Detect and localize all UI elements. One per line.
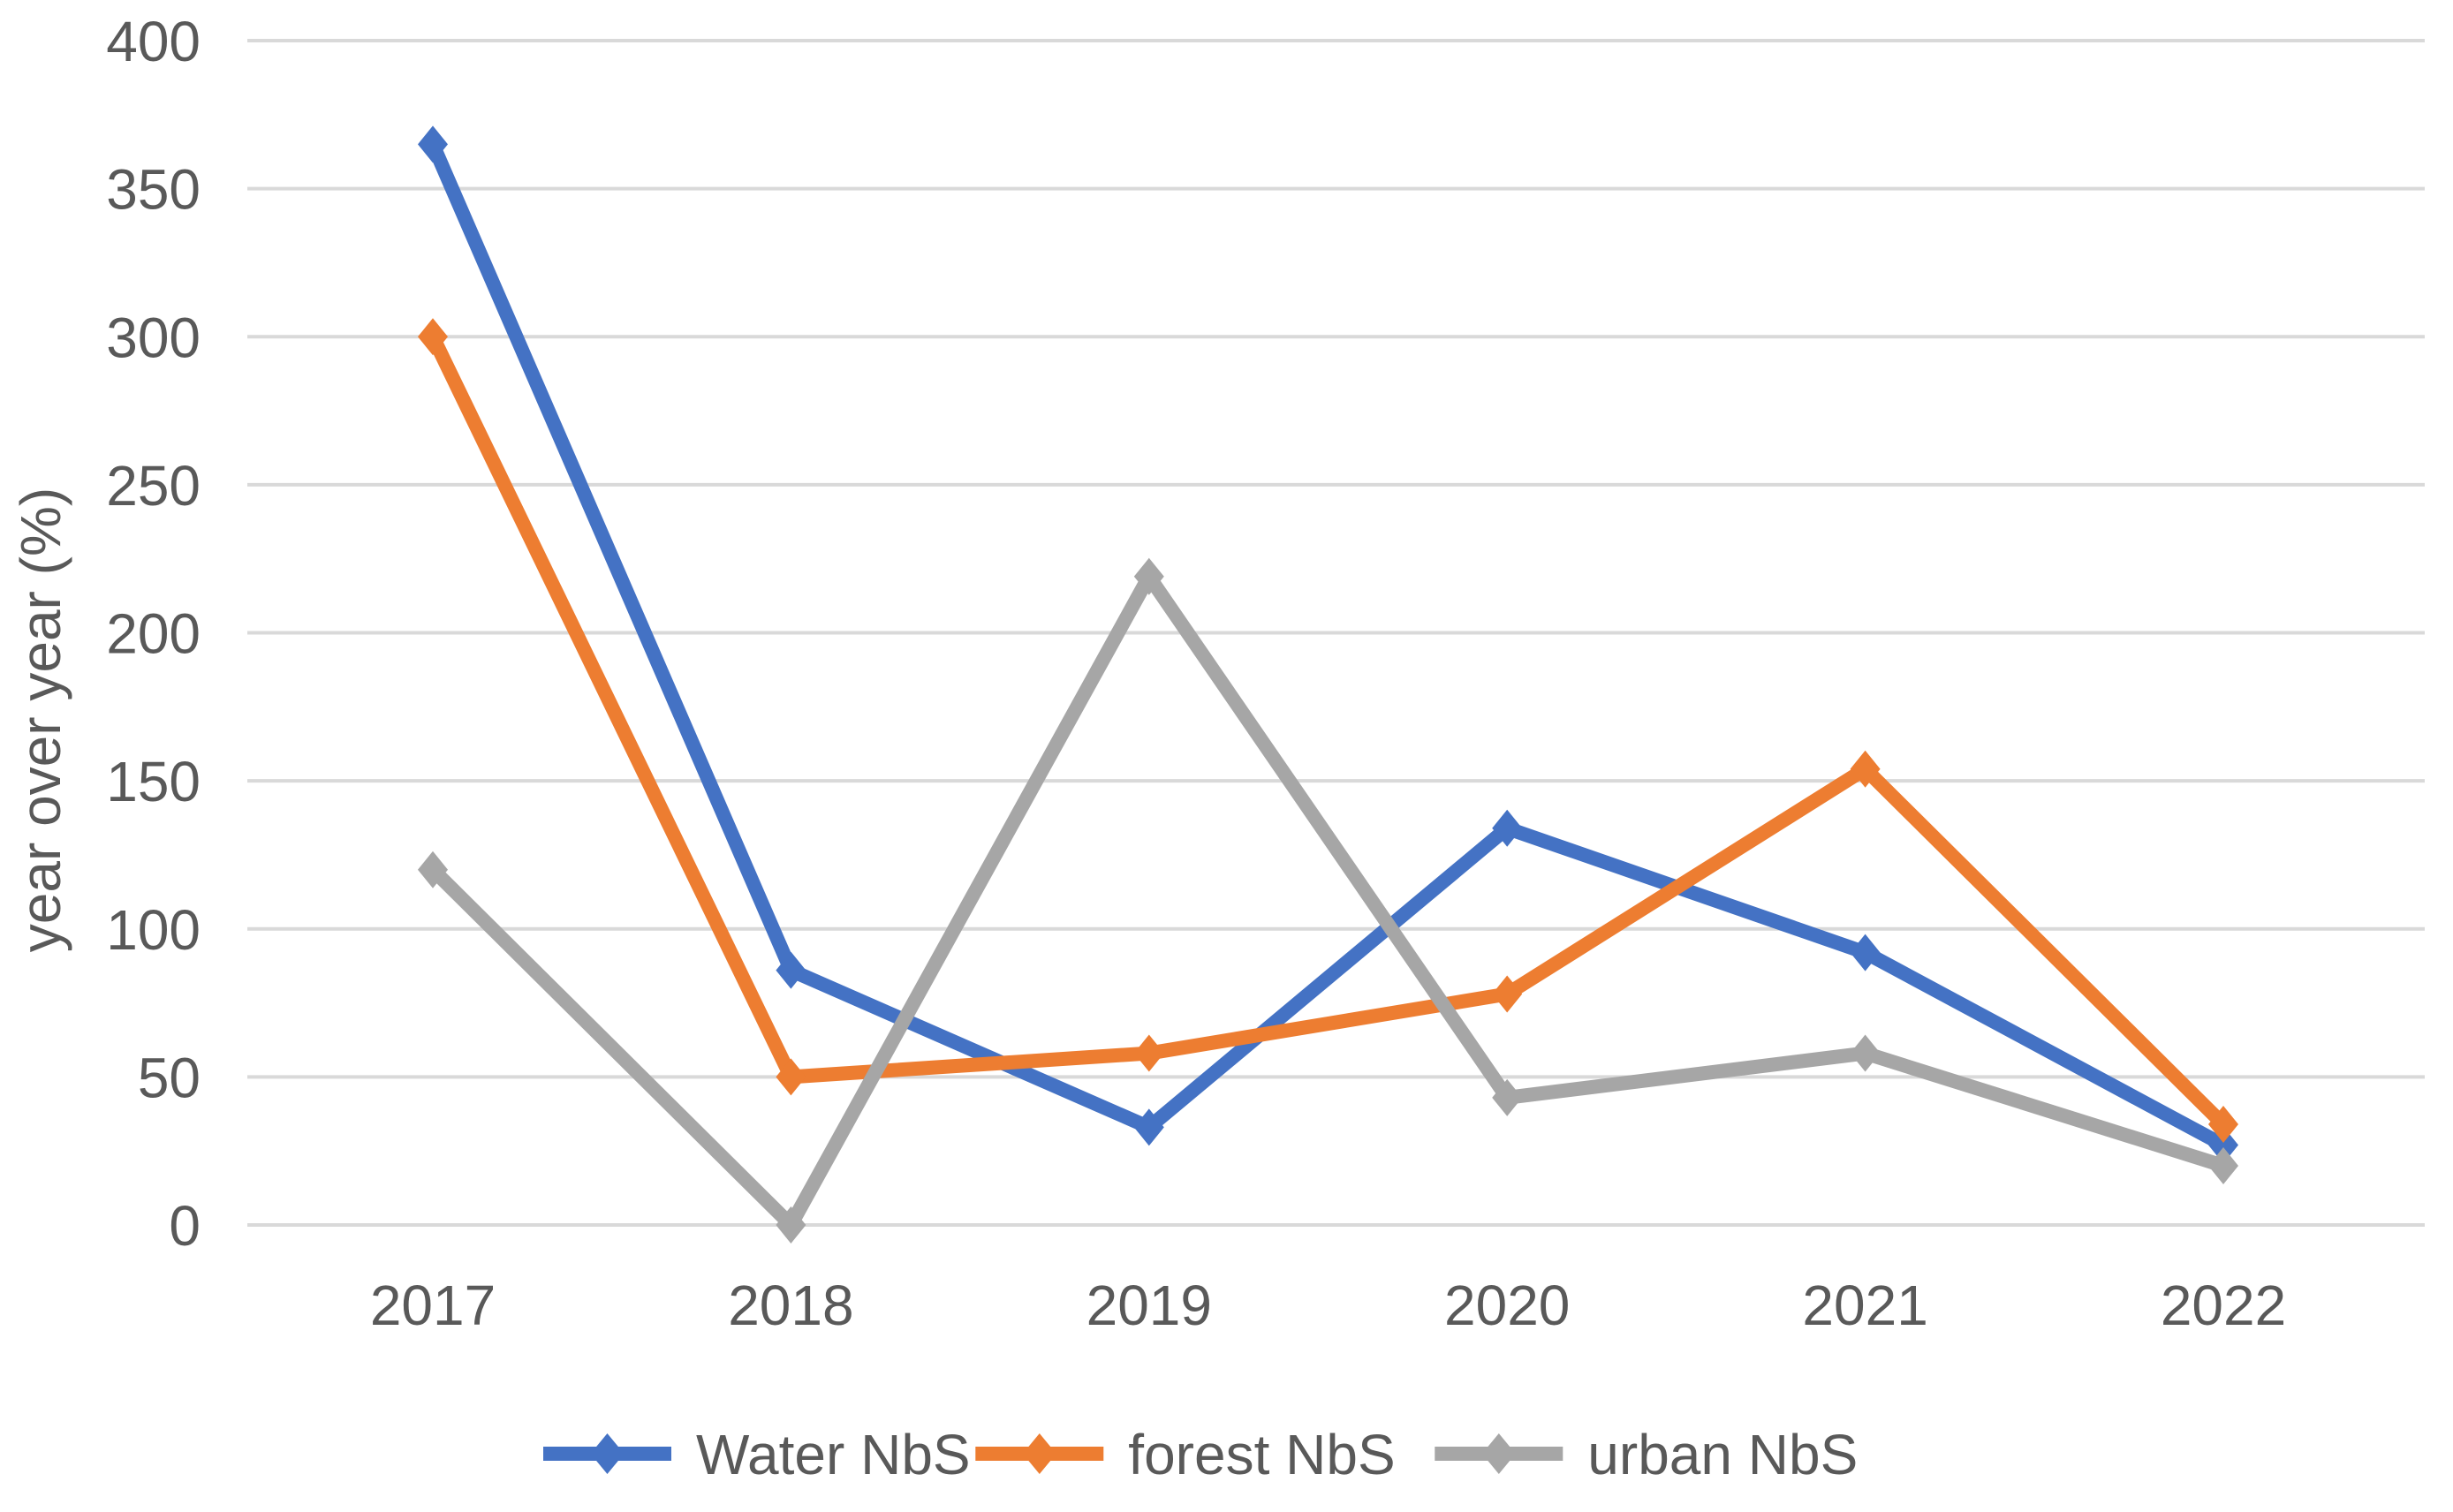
data-point-marker-water-nbs-2021 [1850, 934, 1881, 971]
y-tick-label-100: 100 [106, 898, 201, 962]
data-point-marker-urban-nbs-2020 [1492, 1078, 1523, 1116]
y-axis-tick-labels: 0 50 100 150 200 250 300 350 400 [106, 10, 201, 1258]
legend-diamond-icon-forest-nbs [1022, 1433, 1056, 1474]
legend-item-urban-nbs: urban NbS [1435, 1423, 1858, 1486]
x-tick-label-2022: 2022 [2161, 1274, 2286, 1337]
y-tick-label-350: 350 [106, 158, 201, 222]
data-point-marker-forest-nbs-2021 [1850, 750, 1881, 788]
legend: Water NbS forest NbS urban NbS [543, 1423, 1858, 1486]
y-tick-label-200: 200 [106, 602, 201, 666]
x-tick-label-2021: 2021 [1802, 1274, 1927, 1337]
data-point-marker-urban-nbs-2018 [776, 1206, 806, 1244]
series-line-water-nbs [426, 137, 2230, 1153]
data-point-marker-urban-nbs-2017 [418, 850, 448, 888]
data-point-marker-water-nbs-2018 [776, 951, 806, 989]
x-axis-tick-labels: 2017 2018 2019 2020 2021 2022 [370, 1274, 2286, 1337]
data-point-marker-urban-nbs-2019 [1133, 557, 1164, 595]
legend-label-water-nbs: Water NbS [696, 1423, 971, 1486]
y-tick-label-250: 250 [106, 454, 201, 518]
legend-item-forest-nbs: forest NbS [975, 1423, 1396, 1486]
gridlines [247, 39, 2425, 1227]
data-point-marker-forest-nbs-2022 [2208, 1106, 2238, 1144]
y-tick-label-0: 0 [169, 1194, 201, 1258]
x-tick-label-2018: 2018 [728, 1274, 853, 1337]
data-point-marker-urban-nbs-2022 [2208, 1146, 2238, 1184]
legend-item-water-nbs: Water NbS [543, 1423, 971, 1486]
y-tick-label-300: 300 [106, 306, 201, 369]
data-point-marker-water-nbs-2022 [2208, 1126, 2238, 1164]
legend-diamond-icon-urban-nbs [1481, 1433, 1516, 1474]
data-point-marker-water-nbs-2017 [418, 125, 448, 163]
y-tick-label-400: 400 [106, 10, 201, 73]
data-point-marker-forest-nbs-2018 [776, 1058, 806, 1096]
series-line-urban-nbs [426, 569, 2230, 1232]
data-point-marker-water-nbs-2019 [1133, 1108, 1164, 1146]
data-point-marker-forest-nbs-2017 [418, 318, 448, 356]
x-tick-label-2019: 2019 [1086, 1274, 1212, 1337]
legend-diamond-icon-water-nbs [590, 1433, 625, 1474]
x-tick-label-2020: 2020 [1444, 1274, 1570, 1337]
y-tick-label-150: 150 [106, 750, 201, 813]
y-axis-title: year over year (%) [9, 488, 72, 952]
series-lines [418, 125, 2238, 1244]
data-point-marker-water-nbs-2020 [1492, 809, 1523, 847]
y-tick-label-50: 50 [138, 1046, 201, 1109]
data-point-marker-forest-nbs-2019 [1133, 1034, 1164, 1072]
x-tick-label-2017: 2017 [370, 1274, 496, 1337]
data-point-marker-forest-nbs-2020 [1492, 975, 1523, 1013]
legend-label-forest-nbs: forest NbS [1128, 1423, 1395, 1486]
data-point-marker-urban-nbs-2021 [1850, 1034, 1881, 1072]
legend-label-urban-nbs: urban NbS [1587, 1423, 1858, 1486]
series-line-forest-nbs [426, 329, 2230, 1132]
